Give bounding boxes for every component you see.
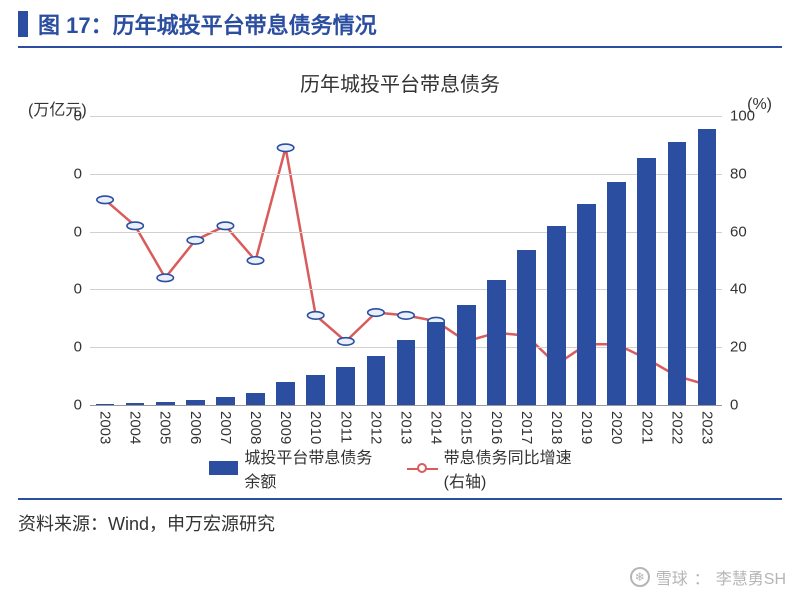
ytick-left: 0 (74, 223, 90, 240)
bar (306, 375, 325, 406)
figure-number: 图 17： (38, 13, 113, 38)
legend-line-item: 带息债务同比增速(右轴) (407, 444, 591, 492)
legend-bar-item: 城投平台带息债务余额 (209, 444, 383, 492)
xtick-label: 2017 (518, 405, 535, 444)
xtick-label: 2015 (458, 405, 475, 444)
xtick-label: 2021 (638, 405, 655, 444)
figure-title-text: 历年城投平台带息债务情况 (113, 13, 377, 38)
xtick-label: 2018 (548, 405, 565, 444)
ytick-right: 100 (722, 108, 755, 125)
line-marker (97, 196, 113, 204)
ytick-right: 80 (722, 165, 747, 182)
ytick-left: 0 (74, 108, 90, 125)
legend-bar-swatch (209, 461, 238, 475)
line-marker (157, 274, 173, 282)
line-marker (398, 312, 414, 320)
ytick-right: 20 (722, 339, 747, 356)
ytick-right: 40 (722, 281, 747, 298)
figure-title: 图 17：历年城投平台带息债务情况 (38, 8, 377, 40)
line-marker (217, 222, 233, 230)
xtick-label: 2023 (698, 405, 715, 444)
bar (607, 182, 626, 405)
xtick-label: 2005 (157, 405, 174, 444)
bar (457, 305, 476, 406)
chart-title: 历年城投平台带息债务 (300, 68, 500, 97)
gridline (90, 174, 722, 175)
legend-bar-label: 城投平台带息债务余额 (244, 444, 382, 492)
line-marker (127, 222, 143, 230)
bar (517, 250, 536, 405)
bar (216, 397, 235, 405)
xtick-label: 2012 (367, 405, 384, 444)
source-line: 资料来源：Wind，申万宏源研究 (0, 500, 800, 536)
title-accent-block (18, 11, 28, 37)
line-marker (277, 144, 293, 152)
xtick-label: 2008 (247, 405, 264, 444)
xtick-label: 2016 (488, 405, 505, 444)
bar (637, 158, 656, 405)
snowball-icon: ❄ (630, 567, 650, 587)
xtick-label: 2010 (307, 405, 324, 444)
figure-header: 图 17：历年城投平台带息债务情况 (0, 0, 800, 46)
watermark: ❄ 雪球 ： 李慧勇SH (630, 565, 786, 589)
bar (276, 382, 295, 405)
xtick-label: 2009 (277, 405, 294, 444)
xtick-label: 2013 (398, 405, 415, 444)
line-marker (187, 237, 203, 245)
bar (427, 322, 446, 405)
chart-area: 历年城投平台带息债务 (万亿元) (%) 0020040060080010002… (18, 62, 782, 492)
header-divider (18, 46, 782, 48)
bar (246, 393, 265, 405)
gridline (90, 289, 722, 290)
bar (397, 340, 416, 405)
line-marker (368, 309, 384, 317)
xtick-label: 2020 (608, 405, 625, 444)
bar (668, 142, 687, 405)
xtick-label: 2004 (127, 405, 144, 444)
bar (487, 280, 506, 405)
bar (547, 226, 566, 405)
bar (698, 129, 717, 405)
xtick-label: 2007 (217, 405, 234, 444)
watermark-sep: ： (694, 565, 710, 589)
bar (336, 367, 355, 405)
legend: 城投平台带息债务余额 带息债务同比增速(右轴) (209, 444, 591, 492)
ytick-right: 0 (722, 397, 738, 414)
xtick-label: 2022 (668, 405, 685, 444)
ytick-left: 0 (74, 281, 90, 298)
ytick-left: 0 (74, 339, 90, 356)
xtick-label: 2006 (187, 405, 204, 444)
xtick-label: 2011 (337, 405, 354, 443)
bar (367, 356, 386, 405)
ytick-right: 60 (722, 223, 747, 240)
legend-line-label: 带息债务同比增速(右轴) (444, 444, 591, 492)
watermark-site: 雪球 (656, 565, 688, 589)
plot-region: 0020040060080010002003200420052006200720… (90, 116, 722, 406)
xtick-label: 2019 (578, 405, 595, 444)
bar (577, 204, 596, 405)
line-marker (307, 312, 323, 320)
watermark-author: 李慧勇SH (716, 565, 786, 589)
gridline (90, 232, 722, 233)
ytick-left: 0 (74, 165, 90, 182)
gridline (90, 116, 722, 117)
line-marker (338, 338, 354, 346)
xtick-label: 2014 (428, 405, 445, 444)
line-marker (247, 257, 263, 265)
ytick-left: 0 (74, 397, 90, 414)
xtick-label: 2003 (97, 405, 114, 444)
legend-line-swatch (407, 461, 438, 475)
